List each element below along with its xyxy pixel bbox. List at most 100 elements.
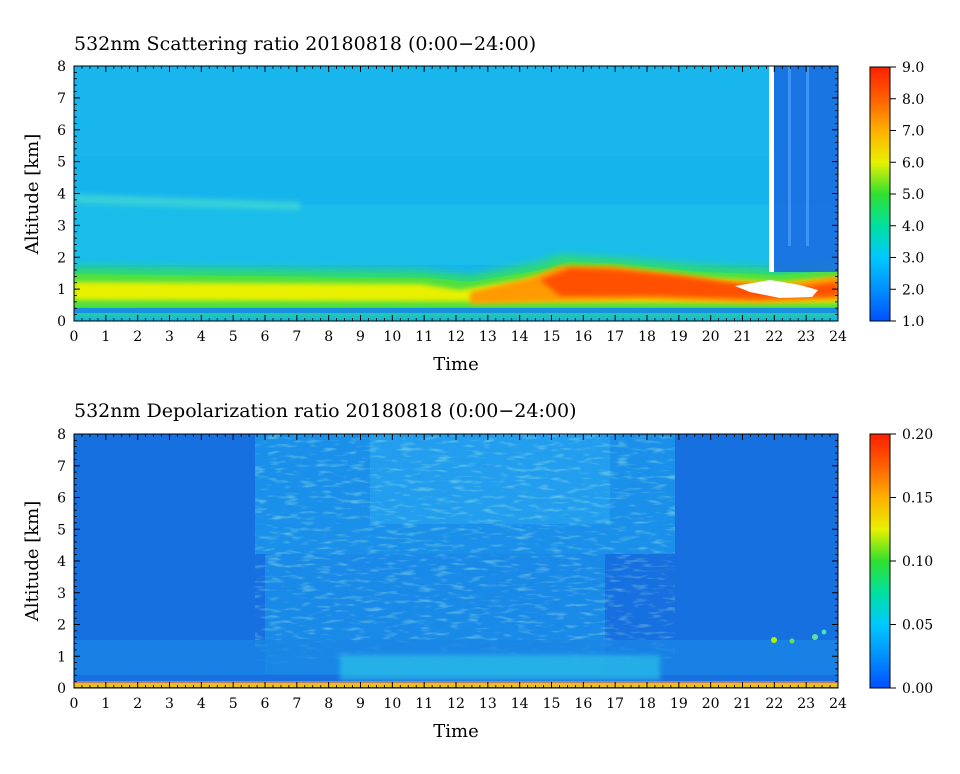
x-tick-label: 11: [415, 696, 433, 712]
colorbar-tick-label: 3.0: [902, 251, 924, 267]
colorbar-tick-label: 5.0: [902, 187, 924, 203]
panel2-colorbar-ticks: 0.00 0.05 0.10 0.15 0.20: [890, 427, 933, 697]
x-tick-label: 24: [829, 329, 847, 345]
y-tick-label: 3: [57, 586, 66, 602]
x-tick-label: 5: [229, 696, 238, 712]
panel2-speckle: [255, 434, 675, 664]
panel1-xlabel: Time: [433, 354, 478, 375]
x-tick-label: 22: [765, 696, 783, 712]
x-tick-label: 18: [638, 329, 656, 345]
panel2-spot-b: [789, 638, 795, 644]
panel1-y-axis: 0 1 2 3 4 5 6 7 8: [57, 59, 838, 330]
panel1-colorbar-ticks: 1.0 2.0 3.0 4.0 5.0 6.0 7.0 8.0 9.0: [890, 60, 924, 330]
colorbar-tick-label: 1.0: [902, 314, 924, 330]
y-tick-label: 8: [57, 427, 66, 443]
x-tick-label: 21: [734, 329, 752, 345]
x-tick-label: 3: [165, 696, 174, 712]
y-tick-label: 5: [57, 155, 66, 171]
y-tick-label: 1: [57, 282, 66, 298]
colorbar-tick-label: 8.0: [902, 92, 924, 108]
y-tick-label: 7: [57, 91, 66, 107]
y-tick-label: 0: [57, 681, 66, 697]
x-tick-label: 16: [574, 329, 592, 345]
x-tick-label: 21: [734, 696, 752, 712]
x-tick-label: 1: [101, 329, 110, 345]
x-tick-label: 11: [415, 329, 433, 345]
x-tick-label: 24: [829, 696, 847, 712]
y-tick-label: 5: [57, 522, 66, 538]
panel2-heatmap: [74, 434, 838, 688]
panel1-column-stripe-a: [788, 66, 791, 246]
x-tick-label: 6: [261, 696, 270, 712]
panel1-column-stripe-b: [806, 66, 809, 246]
x-tick-label: 10: [383, 329, 401, 345]
x-tick-label: 14: [511, 696, 529, 712]
x-tick-label: 2: [133, 696, 142, 712]
x-tick-label: 8: [324, 696, 333, 712]
panel1-ylabel: Altitude [km]: [22, 134, 43, 256]
x-tick-label: 17: [606, 696, 624, 712]
colorbar-tick-label: 7.0: [902, 124, 924, 140]
panel2-midday-boundary: [340, 655, 660, 680]
colorbar-tick-label: 0.05: [902, 618, 933, 634]
panel2-colorbar: [869, 433, 891, 689]
y-tick-label: 0: [57, 314, 66, 330]
x-tick-label: 19: [670, 329, 688, 345]
panel1-saturated-patch: [735, 280, 818, 298]
x-tick-label: 22: [765, 329, 783, 345]
panel2-title: 532nm Depolarization ratio 20180818 (0:0…: [74, 400, 576, 422]
colorbar-tick-label: 4.0: [902, 219, 924, 235]
x-tick-label: 18: [638, 696, 656, 712]
y-tick-label: 6: [57, 491, 66, 507]
x-tick-label: 8: [324, 329, 333, 345]
colorbar-tick-label: 2.0: [902, 282, 924, 298]
x-tick-label: 14: [511, 329, 529, 345]
x-tick-label: 20: [702, 329, 720, 345]
x-tick-label: 7: [292, 329, 301, 345]
colorbar-tick-label: 0.15: [902, 491, 933, 507]
x-tick-label: 6: [261, 329, 270, 345]
x-tick-label: 9: [356, 696, 365, 712]
y-tick-label: 2: [57, 250, 66, 266]
panel2-x-axis: 0 1 2 3 4 5 6 7 8 9 10 11 12 13 14 15 16 17 18 19 20 21 22 23 24: [70, 434, 847, 712]
x-tick-label: 13: [479, 696, 497, 712]
x-tick-label: 0: [70, 696, 79, 712]
colorbar-tick-label: 0.00: [902, 681, 933, 697]
y-tick-label: 8: [57, 59, 66, 75]
panel1-surface-line: [74, 308, 838, 313]
colorbar-tick-label: 6.0: [902, 155, 924, 171]
x-tick-label: 9: [356, 329, 365, 345]
y-tick-label: 1: [57, 649, 66, 665]
x-tick-label: 4: [197, 696, 206, 712]
panel2-spot-a: [771, 637, 777, 643]
x-tick-label: 19: [670, 696, 688, 712]
colorbar-tick-label: 0.20: [902, 427, 933, 443]
panel1-gap-white: [769, 66, 774, 272]
x-tick-label: 5: [229, 329, 238, 345]
x-tick-label: 0: [70, 329, 79, 345]
panel1-x-axis: 0 1 2 3 4 5 6 7 8 9 10 11 12 13 14 15 16 17 18 19 20 21 22 23 24: [70, 66, 847, 345]
panel2-ylabel: Altitude [km]: [22, 501, 43, 623]
panel2-y-axis: 0 1 2 3 4 5 6 7 8: [57, 427, 838, 697]
y-tick-label: 6: [57, 123, 66, 139]
x-tick-label: 17: [606, 329, 624, 345]
x-tick-label: 1: [101, 696, 110, 712]
x-tick-label: 10: [383, 696, 401, 712]
panel1-mid-layer: [74, 205, 838, 265]
panel-depolarization: 532nm Depolarization ratio 20180818 (0:0…: [22, 400, 933, 742]
colorbar-tick-label: 9.0: [902, 60, 924, 76]
panel-scattering: 532nm Scattering ratio 20180818 (0:00−24…: [22, 33, 924, 375]
panel2-spot-c: [812, 634, 818, 640]
panel1-title: 532nm Scattering ratio 20180818 (0:00−24…: [74, 33, 536, 55]
y-tick-label: 2: [57, 618, 66, 634]
panel1-colorbar: [869, 66, 891, 322]
colorbar-tick-label: 0.10: [902, 554, 933, 570]
x-tick-label: 23: [797, 696, 815, 712]
x-tick-label: 15: [543, 696, 561, 712]
x-tick-label: 3: [165, 329, 174, 345]
x-tick-label: 13: [479, 329, 497, 345]
panel2-spot-d: [821, 629, 827, 635]
x-tick-label: 16: [574, 696, 592, 712]
x-tick-label: 15: [543, 329, 561, 345]
